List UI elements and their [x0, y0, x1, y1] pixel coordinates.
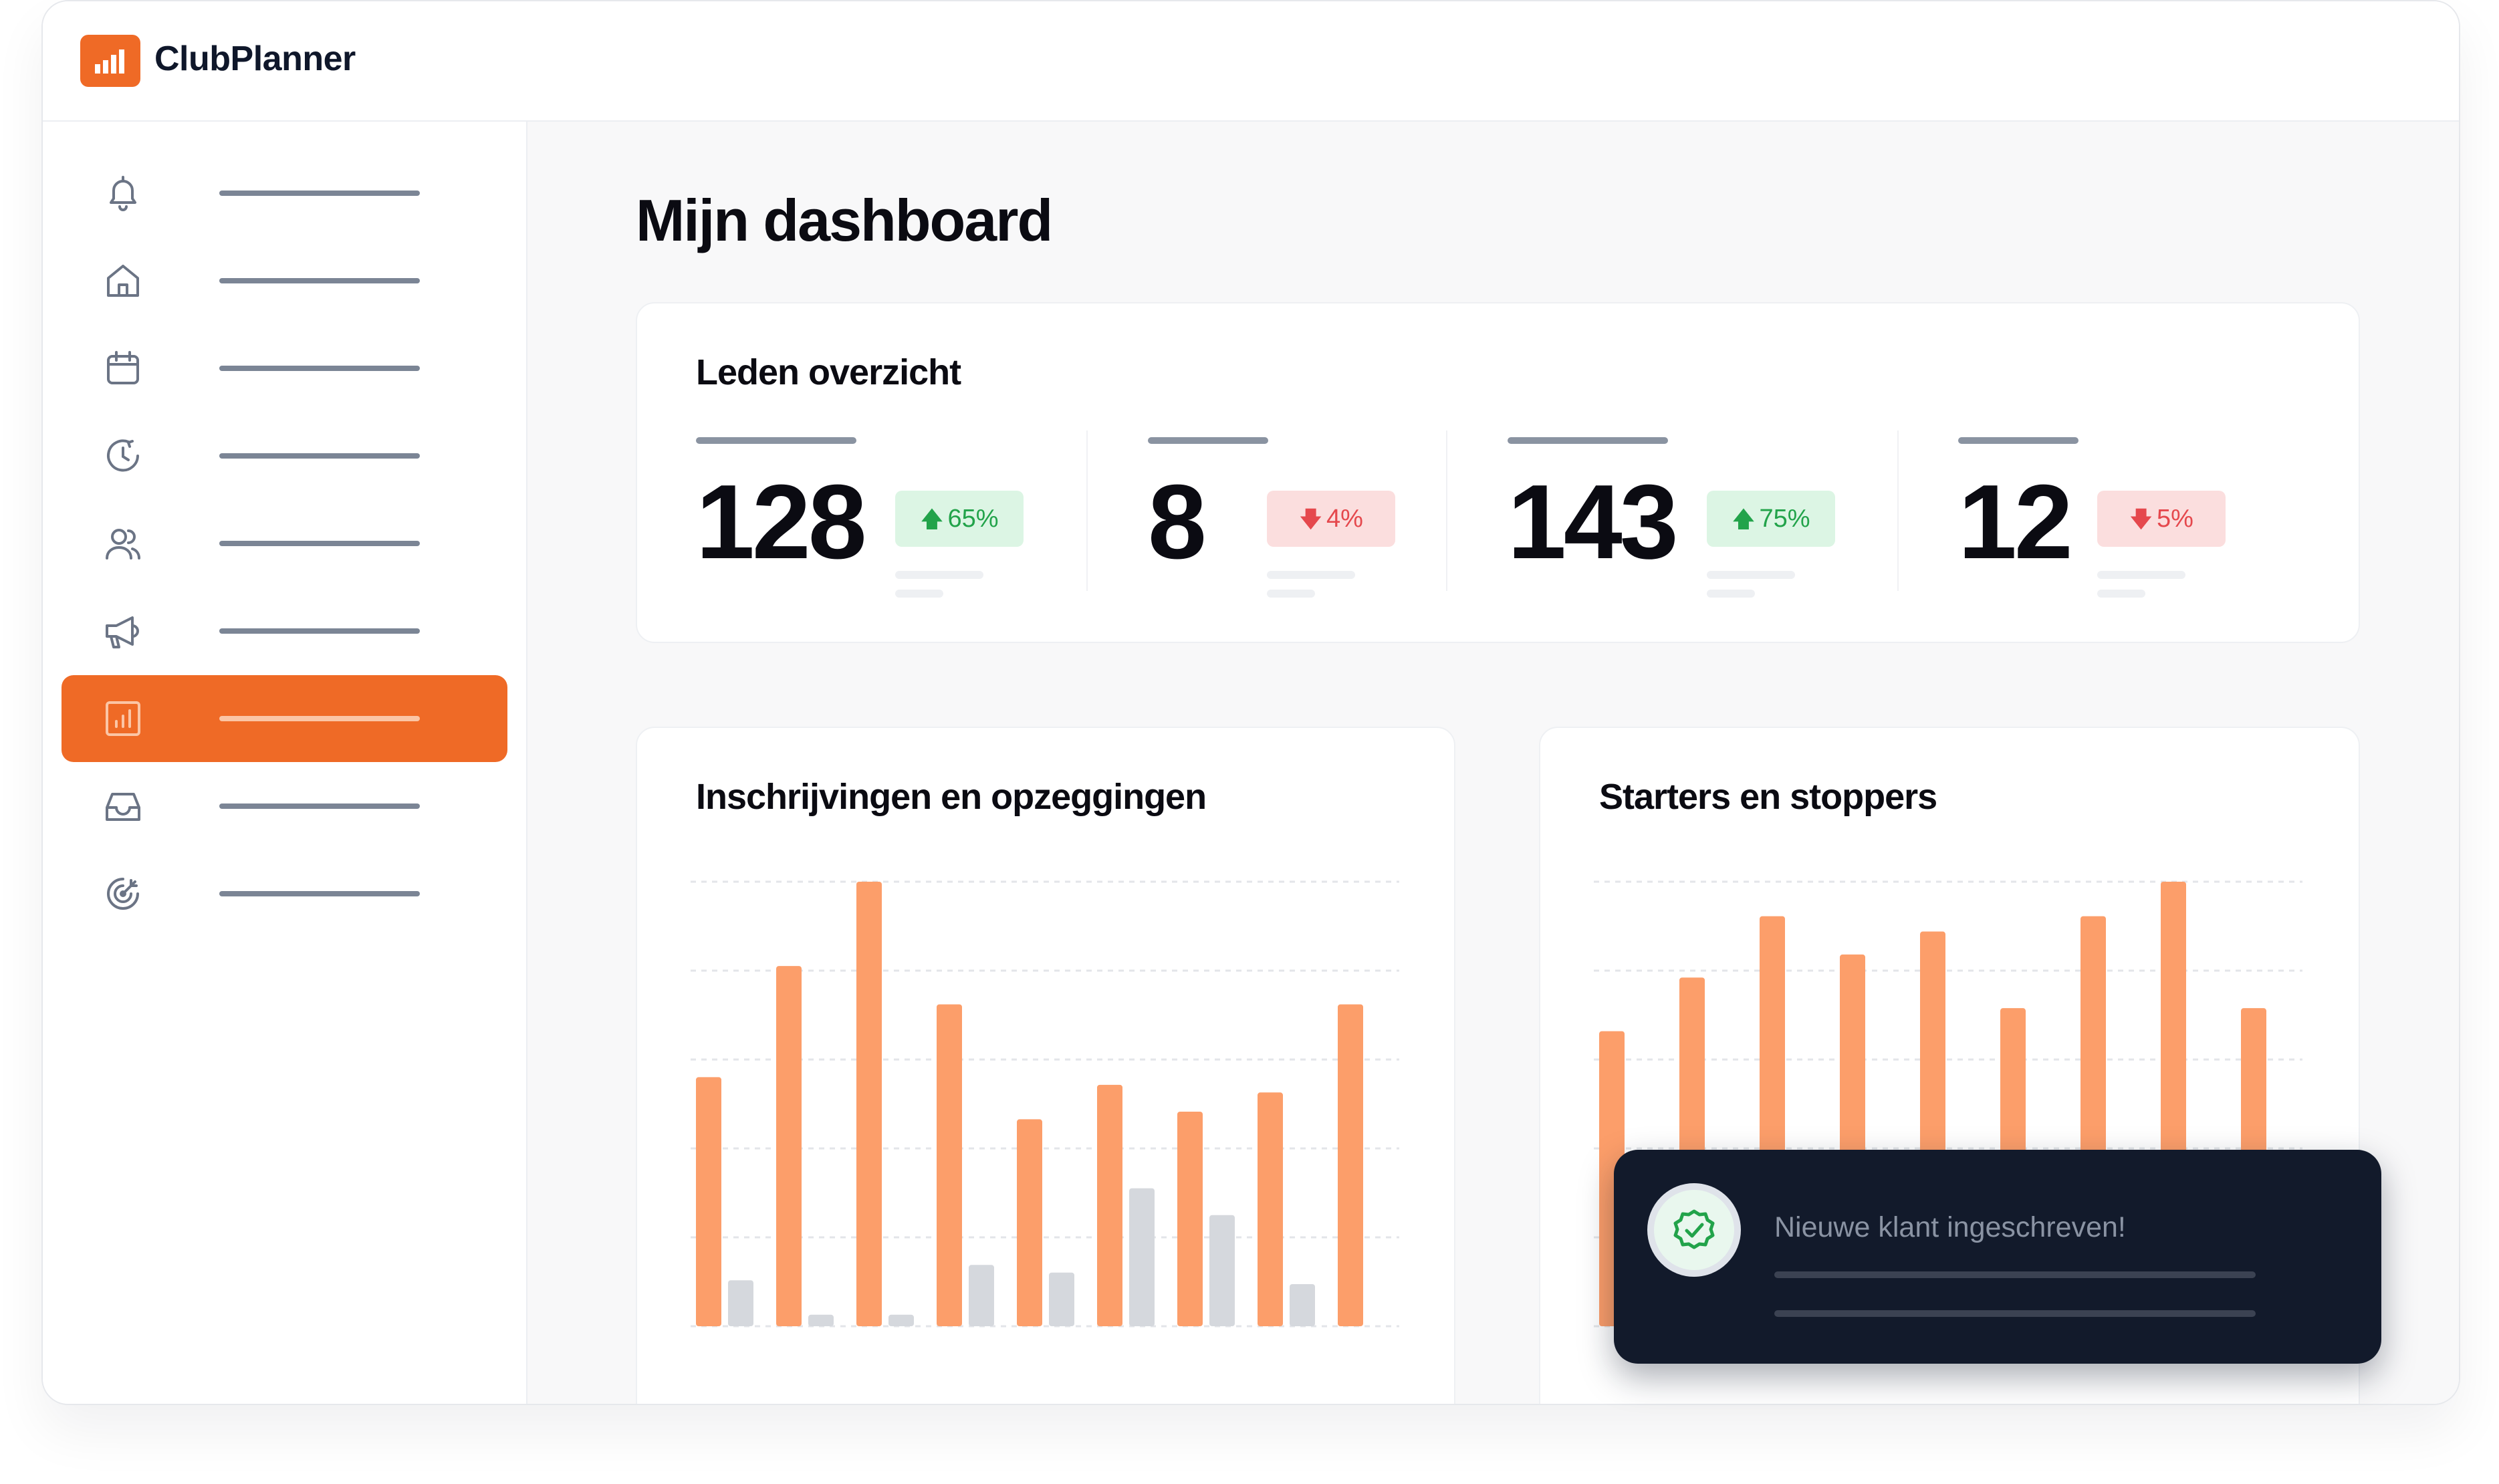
trend-value: 75%	[1759, 505, 1810, 533]
sidebar-item-label	[219, 191, 420, 196]
bar-series-1[interactable]	[1338, 1004, 1363, 1326]
sidebar-item-label	[219, 278, 420, 283]
calendar-icon	[107, 351, 139, 384]
bar-series-1[interactable]	[1097, 1084, 1122, 1326]
bar-series-2[interactable]	[1049, 1272, 1074, 1326]
sidebar-item-goals[interactable]	[62, 850, 507, 937]
placeholder-line	[1774, 1310, 2256, 1317]
overview-title: Leden overzicht	[696, 352, 961, 392]
sidebar-item-label	[219, 891, 420, 896]
bar-series-2[interactable]	[1129, 1188, 1155, 1326]
sidebar-item-inbox[interactable]	[62, 763, 507, 850]
users-icon	[106, 529, 140, 560]
sidebar-item-label	[219, 628, 420, 634]
sidebar-item-members[interactable]	[62, 500, 507, 587]
arrow-down-icon: 🡇	[2129, 507, 2153, 532]
sidebar-item-history[interactable]	[62, 412, 507, 499]
page-title: Mijn dashboard	[636, 187, 1053, 253]
placeholder-line	[2097, 590, 2145, 598]
placeholder-line	[1707, 571, 1795, 579]
toast-message: Nieuwe klant ingeschreven!	[1774, 1211, 2126, 1243]
sidebar-item-marketing[interactable]	[62, 588, 507, 674]
divider	[1446, 430, 1447, 591]
app-name[interactable]: ClubPlanner	[154, 39, 356, 78]
megaphone-icon	[106, 616, 139, 648]
signups-chart-card: Inschrijvingen en opzeggingen	[636, 727, 1455, 1404]
bar-series-1[interactable]	[856, 882, 882, 1326]
bell-icon	[110, 176, 136, 211]
sidebar-item-label	[219, 366, 420, 371]
home-icon	[107, 265, 139, 297]
sidebar-item-calendar[interactable]	[62, 325, 507, 412]
placeholder-line	[1267, 590, 1315, 598]
arrow-down-icon: 🡇	[1299, 507, 1323, 532]
sidebar	[43, 122, 527, 1404]
bar-series-2[interactable]	[1290, 1283, 1315, 1326]
placeholder-line	[1267, 571, 1355, 579]
stat-block: 143 🡅 75%	[1508, 437, 1855, 611]
target-icon	[107, 878, 139, 910]
trend-badge: 🡅 65%	[895, 491, 1024, 547]
bar-series-1[interactable]	[776, 966, 802, 1326]
bar-series-1[interactable]	[1017, 1119, 1042, 1326]
sidebar-item-label	[219, 716, 420, 721]
trend-badge: 🡅 75%	[1707, 491, 1835, 547]
arrow-up-icon: 🡅	[920, 507, 944, 532]
bar-series-2[interactable]	[808, 1314, 834, 1326]
bar-series-1[interactable]	[1177, 1111, 1203, 1326]
sidebar-item-notifications[interactable]	[62, 150, 507, 237]
stat-label-placeholder	[1148, 437, 1268, 444]
trend-value: 5%	[2157, 505, 2193, 533]
top-bar: ClubPlanner	[43, 1, 2459, 122]
stat-label-placeholder	[1958, 437, 2078, 444]
main-content: Mijn dashboard Leden overzicht 128 🡅 65% …	[527, 122, 2459, 1404]
placeholder-line	[895, 590, 943, 598]
chart-title: Inschrijvingen en opzeggingen	[696, 777, 1207, 817]
bar-series-2[interactable]	[888, 1314, 914, 1326]
overview-card: Leden overzicht 128 🡅 65% 8 🡇 4% 143	[636, 302, 2360, 643]
stat-block: 128 🡅 65%	[696, 437, 1044, 611]
bar-series-1[interactable]	[937, 1004, 962, 1326]
divider	[1897, 430, 1899, 591]
arrow-up-icon: 🡅	[1732, 507, 1756, 532]
stat-label-placeholder	[1508, 437, 1668, 444]
chart-title: Starters en stoppers	[1599, 777, 1937, 817]
placeholder-line	[2097, 571, 2185, 579]
bar-series-1[interactable]	[696, 1077, 721, 1326]
trend-value: 4%	[1326, 505, 1363, 533]
trend-value: 65%	[947, 505, 999, 533]
stat-value: 143	[1508, 463, 1679, 581]
trend-badge: 🡇 4%	[1267, 491, 1395, 547]
stat-value: 8	[1148, 463, 1207, 581]
stat-label-placeholder	[696, 437, 856, 444]
inbox-icon	[106, 793, 140, 821]
bar-series-2[interactable]	[1209, 1215, 1235, 1326]
bar-series-2[interactable]	[969, 1265, 994, 1326]
bar-chart-icon	[106, 701, 140, 736]
app-window: ClubPlanner	[41, 0, 2460, 1405]
bar-series-2[interactable]	[728, 1280, 753, 1326]
sidebar-item-reports[interactable]	[62, 675, 507, 762]
stat-block: 12 🡇 5%	[1958, 437, 2266, 611]
bar-series-1[interactable]	[1258, 1092, 1283, 1326]
clock-history-icon	[107, 439, 139, 472]
placeholder-line	[895, 571, 983, 579]
stat-block: 8 🡇 4%	[1148, 437, 1429, 611]
sidebar-item-home[interactable]	[62, 237, 507, 324]
stat-value: 12	[1958, 463, 2073, 581]
sidebar-item-label	[219, 803, 420, 809]
check-badge-icon	[1647, 1183, 1741, 1277]
stat-value: 128	[696, 463, 867, 581]
divider	[1086, 430, 1088, 591]
sidebar-item-label	[219, 541, 420, 546]
signups-chart	[691, 880, 1399, 1328]
sidebar-item-label	[219, 453, 420, 459]
logo-icon	[80, 35, 140, 87]
starters-chart-card: Starters en stoppers	[1539, 727, 2360, 1404]
placeholder-line	[1707, 590, 1755, 598]
placeholder-line	[1774, 1271, 2256, 1278]
trend-badge: 🡇 5%	[2097, 491, 2226, 547]
notification-toast[interactable]: Nieuwe klant ingeschreven!	[1614, 1150, 2381, 1364]
